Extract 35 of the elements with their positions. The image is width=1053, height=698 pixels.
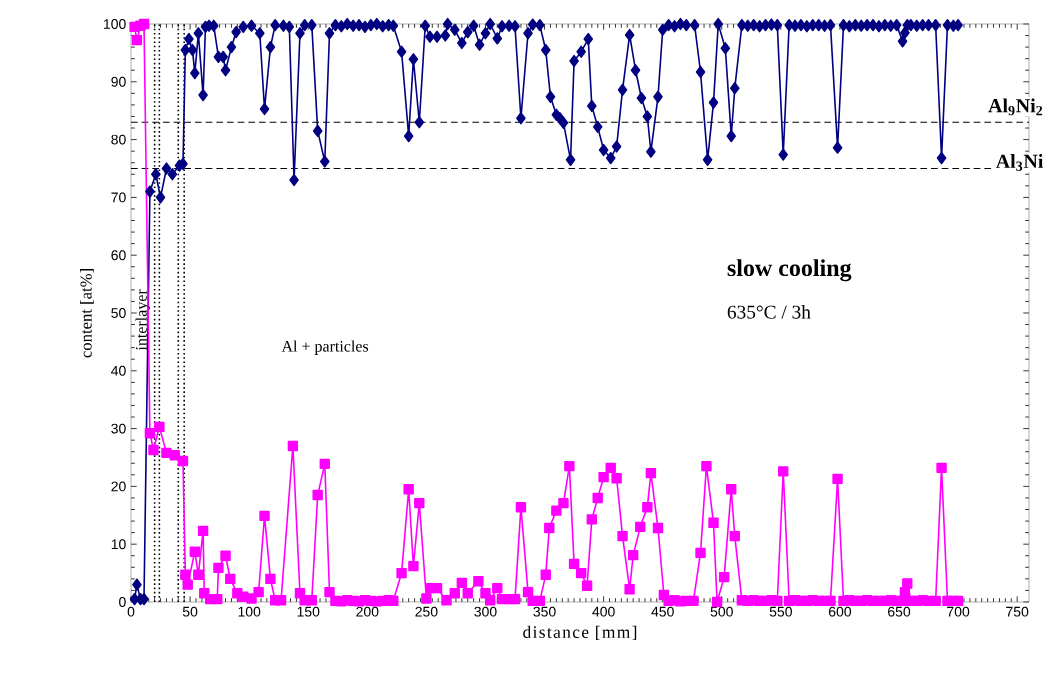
y-tick-label: 10 [111, 539, 126, 550]
x-tick-label: 550 [769, 606, 792, 617]
x-tick-label: 450 [651, 606, 674, 617]
x-tick-label: 650 [888, 606, 911, 617]
y-tick-label: 90 [111, 76, 126, 87]
annotation: interlayer [135, 289, 151, 351]
x-tick-label: 150 [297, 606, 320, 617]
x-tick-label: 500 [710, 606, 733, 617]
y-tick-label: 60 [111, 250, 126, 261]
x-tick-label: 350 [533, 606, 556, 617]
y-tick-label: 50 [111, 308, 126, 318]
ref-line-label: Al$_{3}$Ni [995, 154, 1044, 171]
x-tick-label: 50 [182, 606, 198, 617]
y-tick-label: 80 [111, 134, 126, 145]
y-tick-label: 20 [111, 481, 126, 492]
annotation: Al + particles [281, 340, 369, 355]
x-tick-label: 700 [947, 606, 970, 617]
y-tick-label: 100 [104, 19, 126, 29]
x-tick-label: 200 [356, 606, 379, 617]
x-tick-label: 600 [828, 606, 852, 617]
y-tick-label: 40 [111, 365, 126, 376]
x-tick-label: 100 [238, 606, 261, 617]
ref-line-label: Al$_{9}$Ni$_{2}$ [988, 98, 1043, 116]
x-tick-label: 250 [415, 606, 438, 617]
x-tick-label: 400 [592, 606, 615, 617]
x-tick-label: 300 [474, 606, 497, 617]
y-axis-title: content [at%] [79, 269, 94, 358]
x-tick-label: 750 [1006, 606, 1029, 617]
x-tick-label: 0 [127, 606, 135, 617]
annotation: slow cooling [727, 259, 852, 282]
y-tick-label: 30 [111, 423, 126, 434]
y-tick-label: 70 [111, 192, 126, 203]
y-tick-label: 0 [119, 597, 126, 607]
x-axis-title: distance [mm] [523, 625, 637, 641]
annotation: 635°C / 3h [727, 305, 811, 319]
